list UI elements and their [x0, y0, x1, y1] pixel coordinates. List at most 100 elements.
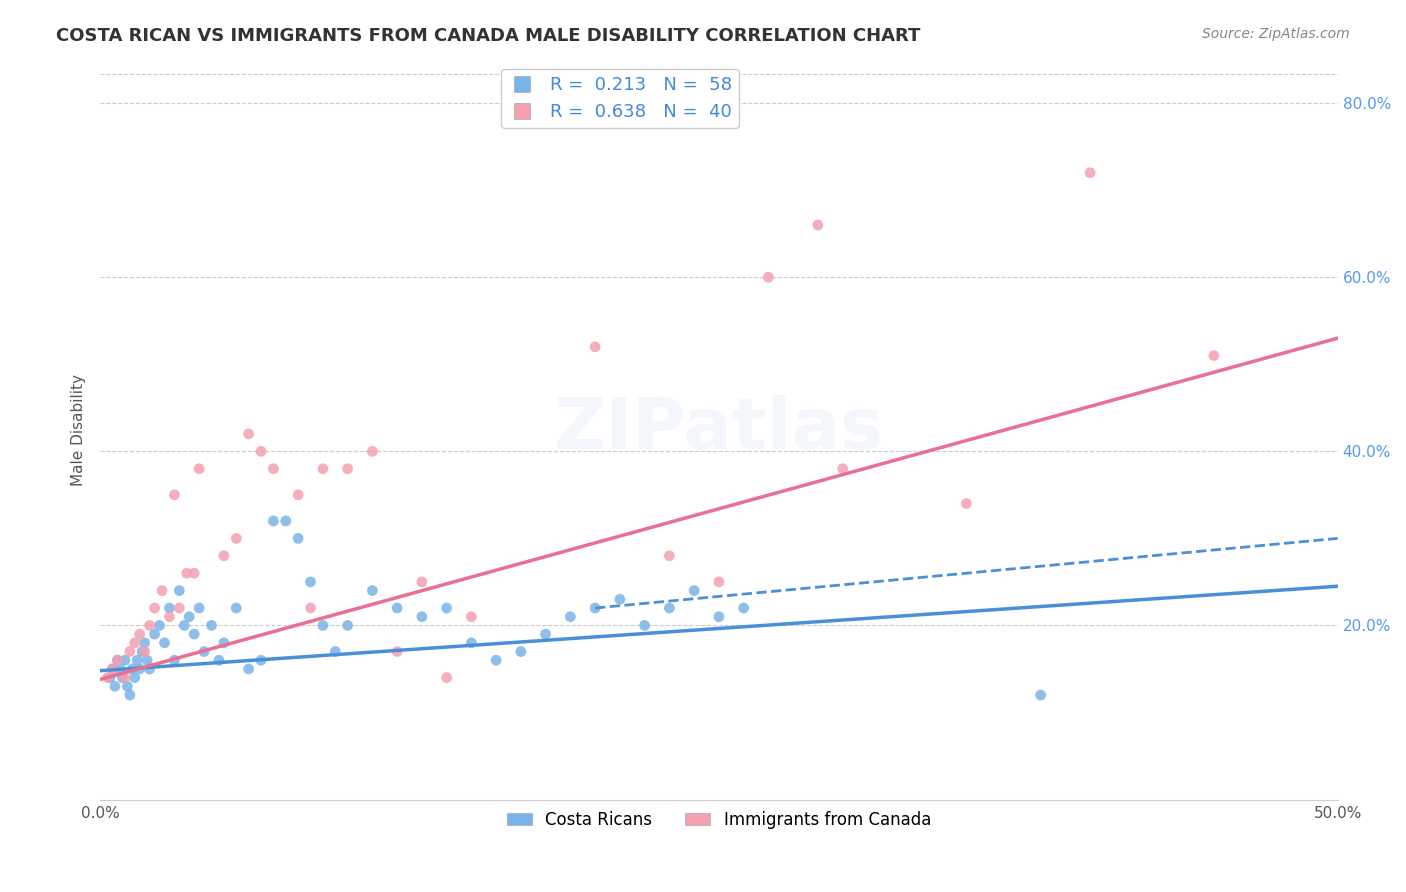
Point [683, 583, 706, 598]
Point [138, 618, 160, 632]
Point [262, 514, 284, 528]
Text: COSTA RICAN VS IMMIGRANTS FROM CANADA MALE DISABILITY CORRELATION CHART: COSTA RICAN VS IMMIGRANTS FROM CANADA MA… [56, 27, 921, 45]
Point [633, 618, 655, 632]
Point [176, 566, 198, 581]
Point [159, 601, 181, 615]
Point [609, 592, 631, 607]
Point [134, 636, 156, 650]
Point [831, 461, 853, 475]
Point [212, 549, 235, 563]
Point [131, 644, 153, 658]
Point [583, 601, 606, 615]
Point [104, 679, 127, 693]
Point [436, 671, 458, 685]
Point [121, 662, 143, 676]
Point [128, 662, 150, 676]
Point [188, 601, 211, 615]
Point [143, 627, 166, 641]
Point [107, 653, 129, 667]
Point [127, 653, 149, 667]
Point [107, 653, 129, 667]
Point [138, 662, 160, 676]
Point [117, 679, 139, 693]
Point [758, 270, 780, 285]
Point [200, 618, 222, 632]
Point [124, 671, 146, 685]
Point [733, 601, 755, 615]
Point [299, 574, 322, 589]
Point [118, 688, 141, 702]
Point [114, 671, 136, 685]
Point [1029, 688, 1052, 702]
Point [262, 461, 284, 475]
Point [225, 532, 247, 546]
Point [361, 583, 384, 598]
Point [287, 488, 309, 502]
Point [299, 601, 322, 615]
Point [509, 644, 531, 658]
Point [153, 636, 176, 650]
Point [274, 514, 297, 528]
Point [101, 662, 124, 676]
Point [159, 609, 181, 624]
Point [193, 644, 215, 658]
Point [1202, 349, 1225, 363]
Point [460, 609, 482, 624]
Text: ZIPatlas: ZIPatlas [554, 395, 884, 464]
Point [225, 601, 247, 615]
Point [658, 549, 681, 563]
Point [98, 671, 121, 685]
Point [287, 532, 309, 546]
Point [118, 644, 141, 658]
Point [707, 574, 730, 589]
Point [707, 609, 730, 624]
Point [460, 636, 482, 650]
Point [183, 566, 205, 581]
Legend: Costa Ricans, Immigrants from Canada: Costa Ricans, Immigrants from Canada [501, 805, 938, 836]
Point [183, 627, 205, 641]
Point [212, 636, 235, 650]
Point [163, 488, 186, 502]
Point [114, 653, 136, 667]
Point [411, 609, 433, 624]
Point [312, 618, 335, 632]
Point [101, 662, 124, 676]
Point [1078, 166, 1101, 180]
Point [361, 444, 384, 458]
Point [111, 671, 134, 685]
Point [560, 609, 582, 624]
Point [108, 662, 131, 676]
Point [385, 601, 408, 615]
Point [179, 609, 201, 624]
Point [208, 653, 231, 667]
Point [336, 461, 359, 475]
Point [485, 653, 508, 667]
Point [955, 497, 977, 511]
Point [188, 461, 211, 475]
Point [96, 671, 118, 685]
Text: Source: ZipAtlas.com: Source: ZipAtlas.com [1202, 27, 1350, 41]
Point [169, 583, 191, 598]
Point [323, 644, 346, 658]
Point [169, 601, 191, 615]
Point [134, 644, 156, 658]
Point [148, 618, 170, 632]
Point [238, 662, 260, 676]
Point [143, 601, 166, 615]
Point [150, 583, 173, 598]
Point [807, 218, 830, 232]
Point [173, 618, 195, 632]
Point [385, 644, 408, 658]
Point [250, 444, 273, 458]
Point [124, 636, 146, 650]
Point [312, 461, 335, 475]
Point [136, 653, 159, 667]
Point [658, 601, 681, 615]
Point [336, 618, 359, 632]
Point [250, 653, 273, 667]
Point [436, 601, 458, 615]
Point [411, 574, 433, 589]
Point [534, 627, 557, 641]
Point [128, 627, 150, 641]
Point [238, 426, 260, 441]
